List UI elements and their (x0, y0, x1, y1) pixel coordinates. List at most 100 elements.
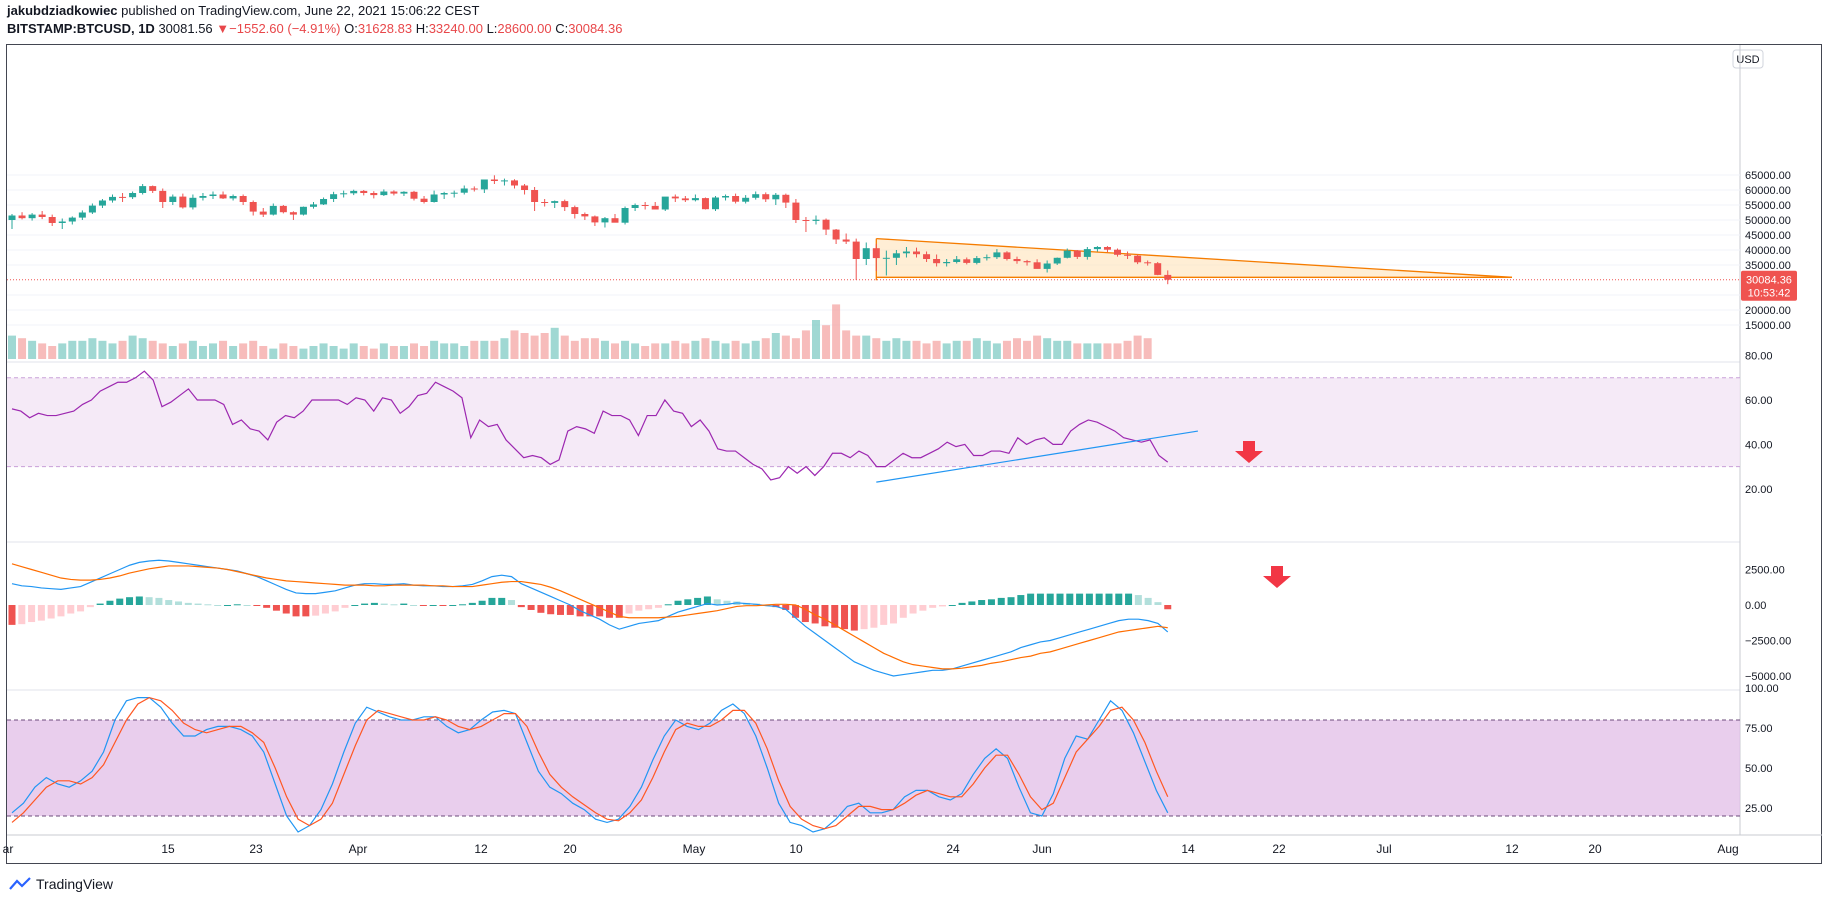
candle-body (490, 179, 498, 181)
candle-body (933, 259, 941, 264)
volume-bar (781, 335, 790, 359)
macd-histogram-bar (116, 598, 124, 605)
macd-histogram-bar (899, 605, 907, 618)
macd-histogram-bar (1154, 602, 1162, 605)
macd-histogram-bar (968, 601, 976, 605)
volume-bar (1143, 338, 1152, 359)
price-tick-label: 65000.00 (1745, 170, 1791, 182)
volume-bar (299, 348, 308, 359)
volume-bar (791, 338, 800, 359)
macd-histogram-bar (312, 605, 320, 616)
macd-histogram-bar (938, 605, 946, 607)
candle-body (78, 212, 86, 218)
candle-body (812, 219, 820, 221)
candle-body (1003, 252, 1011, 259)
candle-body (651, 205, 659, 210)
volume-bar (1123, 340, 1132, 359)
macd-histogram-bar (233, 604, 241, 606)
volume-bar (982, 340, 991, 359)
macd-histogram-bar (870, 605, 878, 628)
last-price-badge[interactable] (1741, 270, 1797, 301)
volume-bar (68, 340, 77, 359)
candle-body (299, 206, 307, 215)
macd-histogram-bar (850, 605, 858, 631)
rsi-trendline (876, 430, 1198, 483)
candle-body (701, 198, 709, 210)
author-name[interactable]: jakubdziadkowiec (7, 3, 118, 18)
candle-body (1013, 259, 1021, 262)
brand-name[interactable]: TradingView (36, 876, 114, 892)
volume-bar (771, 333, 780, 359)
volume-bar (168, 346, 177, 359)
candle-body (320, 199, 328, 205)
macd-histogram-bar (831, 605, 839, 628)
volume-bar (671, 340, 680, 359)
candle-body (551, 201, 559, 203)
close-value: 30084.36 (568, 21, 623, 36)
candle-body (581, 214, 589, 217)
macd-histogram-bar (566, 605, 574, 615)
candle-body (269, 205, 277, 215)
time-tick-label: 24 (946, 842, 960, 856)
volume-bar (1073, 343, 1082, 359)
candle-body (139, 186, 147, 193)
triangle-upper-line (876, 237, 1513, 278)
volume-bar (8, 335, 16, 359)
volume-bar (289, 346, 298, 359)
candle-body (671, 196, 679, 199)
macd-histogram-bar (615, 605, 623, 618)
volume-bar (912, 340, 921, 359)
macd-histogram-bar (694, 597, 702, 605)
stoch-tick-label: 75.00 (1745, 723, 1773, 735)
macd-histogram-bar (1164, 605, 1172, 610)
open-value: 31628.83 (357, 21, 413, 36)
candle-body (430, 194, 438, 202)
candle-body (541, 202, 549, 203)
candle-body (199, 196, 207, 198)
candle-body (1053, 257, 1061, 264)
volume-bar (359, 346, 368, 359)
volume-bar (852, 335, 861, 359)
time-tick-label: 23 (249, 842, 263, 856)
macd-histogram-bar (596, 605, 604, 617)
macd-histogram-bar (390, 604, 398, 606)
macd-histogram-bar (635, 605, 643, 611)
candle-body (450, 192, 458, 194)
volume-bar (480, 340, 489, 359)
candle-body (340, 193, 348, 195)
candle-body (621, 208, 629, 223)
candle-body (1083, 249, 1091, 257)
macd-histogram-bar (919, 605, 927, 611)
macd-histogram-bar (654, 605, 662, 608)
macd-histogram-bar (948, 605, 956, 606)
candle-body (1144, 262, 1152, 264)
candle-body (681, 198, 689, 201)
candle-body (852, 241, 860, 259)
macd-histogram-bar (713, 599, 721, 605)
candle-body (239, 196, 247, 202)
candle-body (802, 220, 810, 221)
volume-bar (711, 340, 720, 359)
volume-bar (1033, 335, 1042, 359)
time-tick-label: 12 (1505, 842, 1519, 856)
macd-histogram-bar (449, 605, 457, 606)
volume-bar (962, 340, 971, 359)
candle-body (561, 201, 569, 208)
candle-body (380, 191, 388, 196)
volume-bar (751, 340, 760, 359)
volume-bar (952, 340, 961, 359)
macd-histogram-bar (1056, 593, 1064, 605)
candle-body (862, 248, 870, 259)
candle-body (611, 218, 619, 223)
volume-bar (138, 338, 147, 359)
rsi-tick-label: 40.00 (1745, 439, 1773, 451)
open-label: O: (344, 21, 358, 36)
price-tick-label: 60000.00 (1745, 185, 1791, 197)
volume-bar (329, 346, 338, 359)
volume-bar (621, 340, 630, 359)
macd-line (11, 559, 1169, 677)
macd-histogram-bar (997, 597, 1005, 605)
high-label: H: (415, 21, 429, 36)
macd-histogram-bar (1134, 595, 1142, 605)
